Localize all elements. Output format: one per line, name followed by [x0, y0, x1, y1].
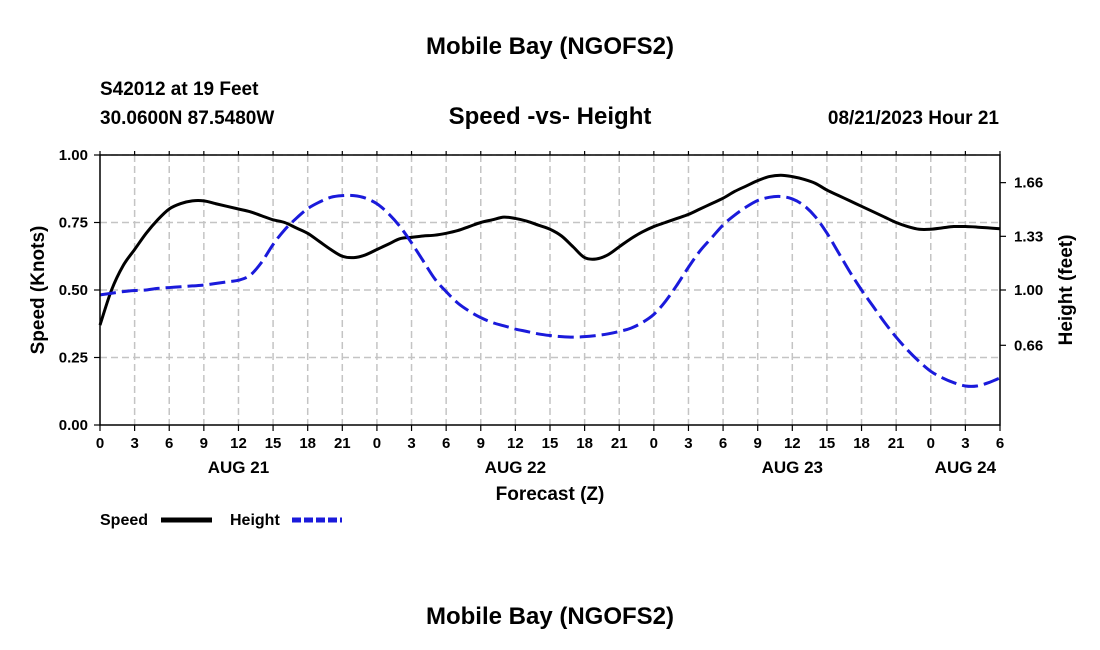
x-tick-label: 15 — [542, 435, 559, 452]
series-line-speed — [98, 173, 1001, 326]
x-tick-label: 0 — [927, 435, 935, 452]
x-tick-label: 18 — [576, 435, 593, 452]
y-right-tick-label: 1.66 — [1014, 175, 1043, 192]
x-tick-label: 6 — [996, 435, 1004, 452]
x-tick-label: 9 — [477, 435, 485, 452]
x-tick-label: 12 — [230, 435, 247, 452]
forecast-date: 08/21/2023 Hour 21 — [828, 108, 1000, 129]
x-tick-label: 3 — [961, 435, 969, 452]
x-tick-label: 9 — [754, 435, 762, 452]
y-left-tick-label: 0.00 — [59, 417, 88, 434]
x-tick-label: 6 — [719, 435, 727, 452]
x-day-label: AUG 23 — [762, 458, 823, 477]
y-axis-right-label: Height (feet) — [1056, 235, 1077, 346]
x-tick-label: 9 — [200, 435, 208, 452]
bottom-title: Mobile Bay (NGOFS2) — [426, 603, 674, 630]
x-tick-label: 21 — [888, 435, 905, 452]
x-tick-label: 18 — [853, 435, 870, 452]
x-tick-label: 12 — [784, 435, 801, 452]
legend-height-label: Height — [230, 512, 280, 529]
location-label: 30.0600N 87.5480W — [100, 108, 274, 129]
y-left-tick-label: 0.75 — [59, 215, 88, 232]
x-tick-label: 12 — [507, 435, 524, 452]
x-tick-label: 21 — [334, 435, 351, 452]
x-day-label: AUG 22 — [485, 458, 546, 477]
x-tick-label: 15 — [819, 435, 836, 452]
chart-title: Mobile Bay (NGOFS2) — [426, 33, 674, 60]
series-line-height — [99, 193, 1001, 388]
y-left-tick-label: 1.00 — [59, 147, 88, 164]
x-tick-label: 3 — [684, 435, 692, 452]
legend: Speed Height — [100, 512, 342, 529]
series-layer — [98, 173, 1001, 388]
legend-speed-label: Speed — [100, 512, 148, 529]
y-right-tick-label: 1.00 — [1014, 282, 1043, 299]
y-left-tick-label: 0.50 — [59, 282, 88, 299]
chart-subtitle: Speed -vs- Height — [449, 103, 652, 130]
x-tick-label: 0 — [96, 435, 104, 452]
x-tick-label: 6 — [442, 435, 450, 452]
x-tick-label: 15 — [265, 435, 282, 452]
x-day-label: AUG 24 — [935, 458, 997, 477]
y-axis-left-label: Speed (Knots) — [28, 226, 49, 355]
x-tick-label: 21 — [611, 435, 628, 452]
x-tick-label: 18 — [299, 435, 316, 452]
x-tick-label: 0 — [373, 435, 381, 452]
x-tick-label: 3 — [407, 435, 415, 452]
x-day-label: AUG 21 — [208, 458, 269, 477]
grid-layer — [100, 154, 1000, 425]
x-tick-label: 6 — [165, 435, 173, 452]
x-tick-label: 3 — [130, 435, 138, 452]
y-right-tick-label: 1.33 — [1014, 228, 1043, 245]
x-tick-label: 0 — [650, 435, 658, 452]
y-left-tick-label: 0.25 — [59, 350, 88, 367]
x-axis-label: Forecast (Z) — [496, 484, 605, 505]
axis-layer: 0 3 6 9 12 15 18 21 0 3 6 9 12 15 18 21 0 3 6 9 12 15 18 21 0 3 6 A… — [59, 147, 1043, 477]
y-right-tick-label: 0.66 — [1014, 337, 1043, 354]
station-label: S42012 at 19 Feet — [100, 79, 259, 100]
